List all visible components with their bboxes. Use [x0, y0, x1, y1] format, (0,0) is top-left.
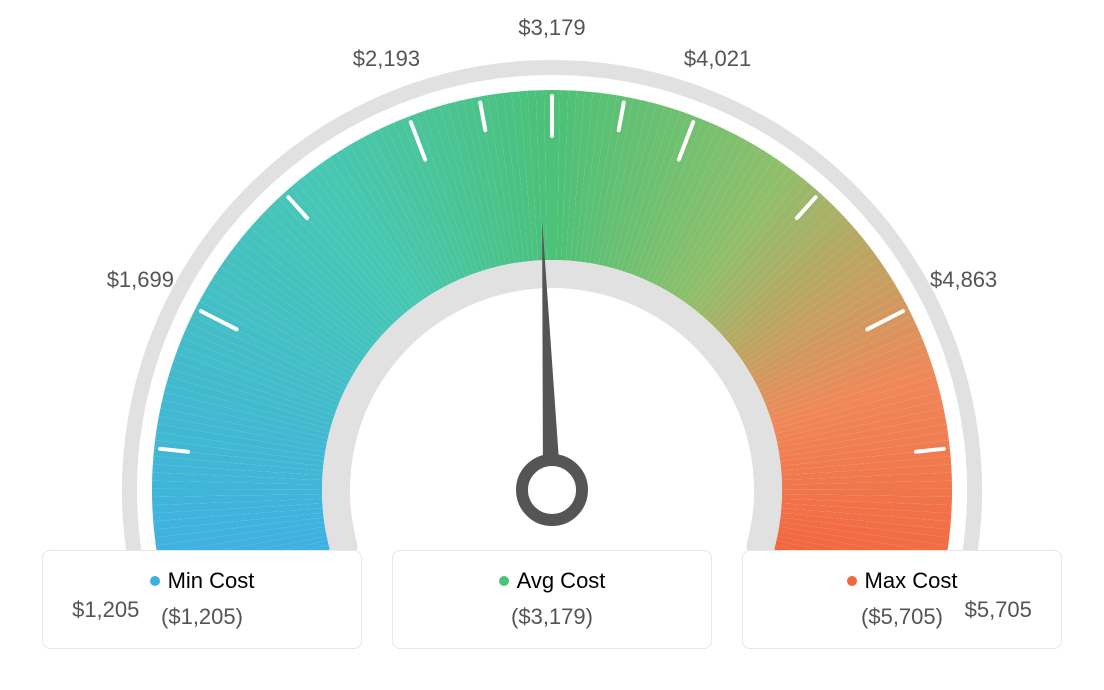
legend-max-title-text: Max Cost: [865, 568, 958, 593]
gauge-tick-label: $1,205: [72, 597, 139, 623]
legend-row: Min Cost ($1,205) Avg Cost ($3,179) Max …: [0, 550, 1104, 649]
legend-avg-dot: [499, 576, 509, 586]
gauge-tick-label: $4,021: [684, 46, 751, 72]
legend-max-title: Max Cost: [743, 567, 1061, 594]
gauge-tick-label: $3,179: [518, 15, 585, 41]
legend-min-title: Min Cost: [43, 567, 361, 594]
legend-avg-title-text: Avg Cost: [517, 568, 606, 593]
gauge-tick-label: $2,193: [353, 46, 420, 72]
gauge-tick-label: $1,699: [107, 267, 174, 293]
gauge-needle-hub: [522, 460, 582, 520]
legend-min-dot: [150, 576, 160, 586]
gauge-tick-label: $5,705: [965, 597, 1032, 623]
legend-avg-value: ($3,179): [393, 604, 711, 630]
legend-min-title-text: Min Cost: [168, 568, 255, 593]
legend-avg-box: Avg Cost ($3,179): [392, 550, 712, 649]
gauge-tick-label: $4,863: [930, 267, 997, 293]
legend-max-dot: [847, 576, 857, 586]
gauge-chart-container: $1,205 $1,699 $2,193 $3,179 $4,021 $4,863 $5,7…: [0, 0, 1104, 690]
legend-avg-title: Avg Cost: [393, 567, 711, 594]
gauge-area: $1,205$1,699$2,193$3,179$4,021$4,863$5,7…: [0, 0, 1104, 540]
